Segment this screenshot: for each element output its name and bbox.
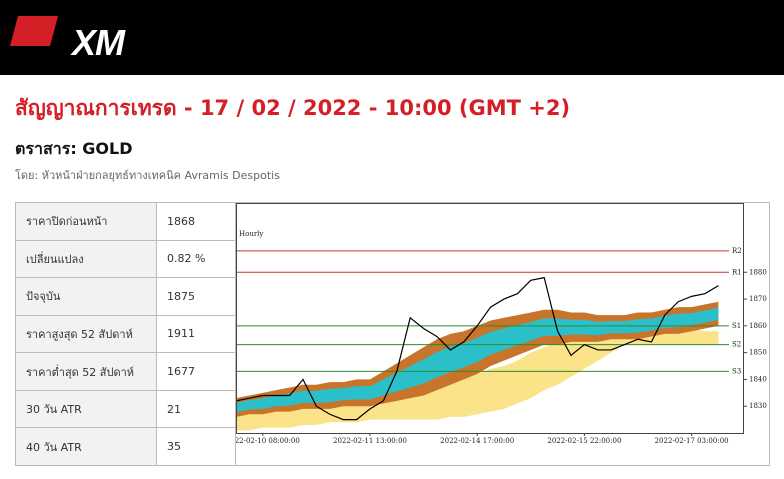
level-label: S3 — [732, 367, 741, 375]
instrument: ตราสาร: GOLD — [15, 139, 133, 158]
header-bar: XM — [0, 0, 784, 75]
row-label: ราคาสูงสุด 52 สัปดาห์ — [15, 314, 157, 354]
x-tick-label: 2022-02-10 08:00:00 — [235, 437, 300, 445]
level-label: R1 — [732, 268, 742, 276]
row-label: ราคาปิดก่อนหน้า — [15, 202, 157, 241]
x-tick-label: 2022-02-11 13:00:00 — [333, 437, 407, 445]
chart: R2 R1 S1 S2 S3 1830 1840 1850 1860 1870 1880 2022-0… — [235, 202, 770, 466]
row-value: 1875 — [156, 277, 236, 316]
table-row: 30 วัน ATR 21 — [15, 389, 236, 429]
row-value: 1677 — [156, 352, 236, 391]
price-line — [236, 276, 719, 421]
row-label: ราคาต่ำสุด 52 สัปดาห์ — [15, 352, 157, 391]
row-value: 35 — [156, 427, 236, 466]
y-tick-label: 1840 — [749, 375, 767, 383]
y-tick-label: 1860 — [749, 322, 767, 330]
table-row: เปลี่ยนแปลง 0.82 % — [15, 239, 236, 279]
stats-table: ราคาปิดก่อนหน้า 1868 เปลี่ยนแปลง 0.82 % ปัจจ… — [15, 202, 236, 466]
x-tick-label: 2022-02-17 03:00:00 — [655, 437, 729, 445]
row-value: 1911 — [156, 314, 236, 354]
chart-title: Hourly — [239, 230, 263, 238]
y-tick-label: 1830 — [749, 402, 767, 410]
byline: โดย: หัวหน้าฝ่ายกลยุทธ์ทางเทคนิค Avramis… — [15, 169, 280, 182]
y-tick-label: 1880 — [749, 268, 767, 276]
row-label: ปัจจุบัน — [15, 277, 157, 316]
row-value: 1868 — [156, 202, 236, 241]
row-value: 21 — [156, 389, 236, 429]
table-row: ราคาต่ำสุด 52 สัปดาห์ 1677 — [15, 352, 236, 391]
x-tick-label: 2022-02-14 17:00:00 — [440, 437, 514, 445]
level-label: S1 — [732, 322, 741, 330]
level-label: R2 — [732, 247, 742, 255]
row-label: เปลี่ยนแปลง — [15, 239, 157, 279]
logo-text[interactable]: XM — [72, 22, 125, 63]
page-title: สัญญาณการเทรด - 17 / 02 / 2022 - 10:00 (… — [15, 96, 571, 120]
table-row: ปัจจุบัน 1875 — [15, 277, 236, 316]
x-tick-label: 2022-02-15 22:00:00 — [547, 437, 621, 445]
row-label: 40 วัน ATR — [15, 427, 157, 466]
row-value: 0.82 % — [156, 239, 236, 279]
row-label: 30 วัน ATR — [15, 389, 157, 429]
plot-frame — [236, 203, 744, 434]
level-label: S2 — [732, 341, 741, 349]
table-row: ราคาสูงสุด 52 สัปดาห์ 1911 — [15, 314, 236, 354]
band-inner — [236, 307, 719, 413]
table-row: ราคาปิดก่อนหน้า 1868 — [15, 202, 236, 241]
y-tick-label: 1850 — [749, 349, 767, 357]
logo-mark — [9, 16, 59, 46]
y-tick-label: 1870 — [749, 295, 767, 303]
table-row: 40 วัน ATR 35 — [15, 427, 236, 466]
